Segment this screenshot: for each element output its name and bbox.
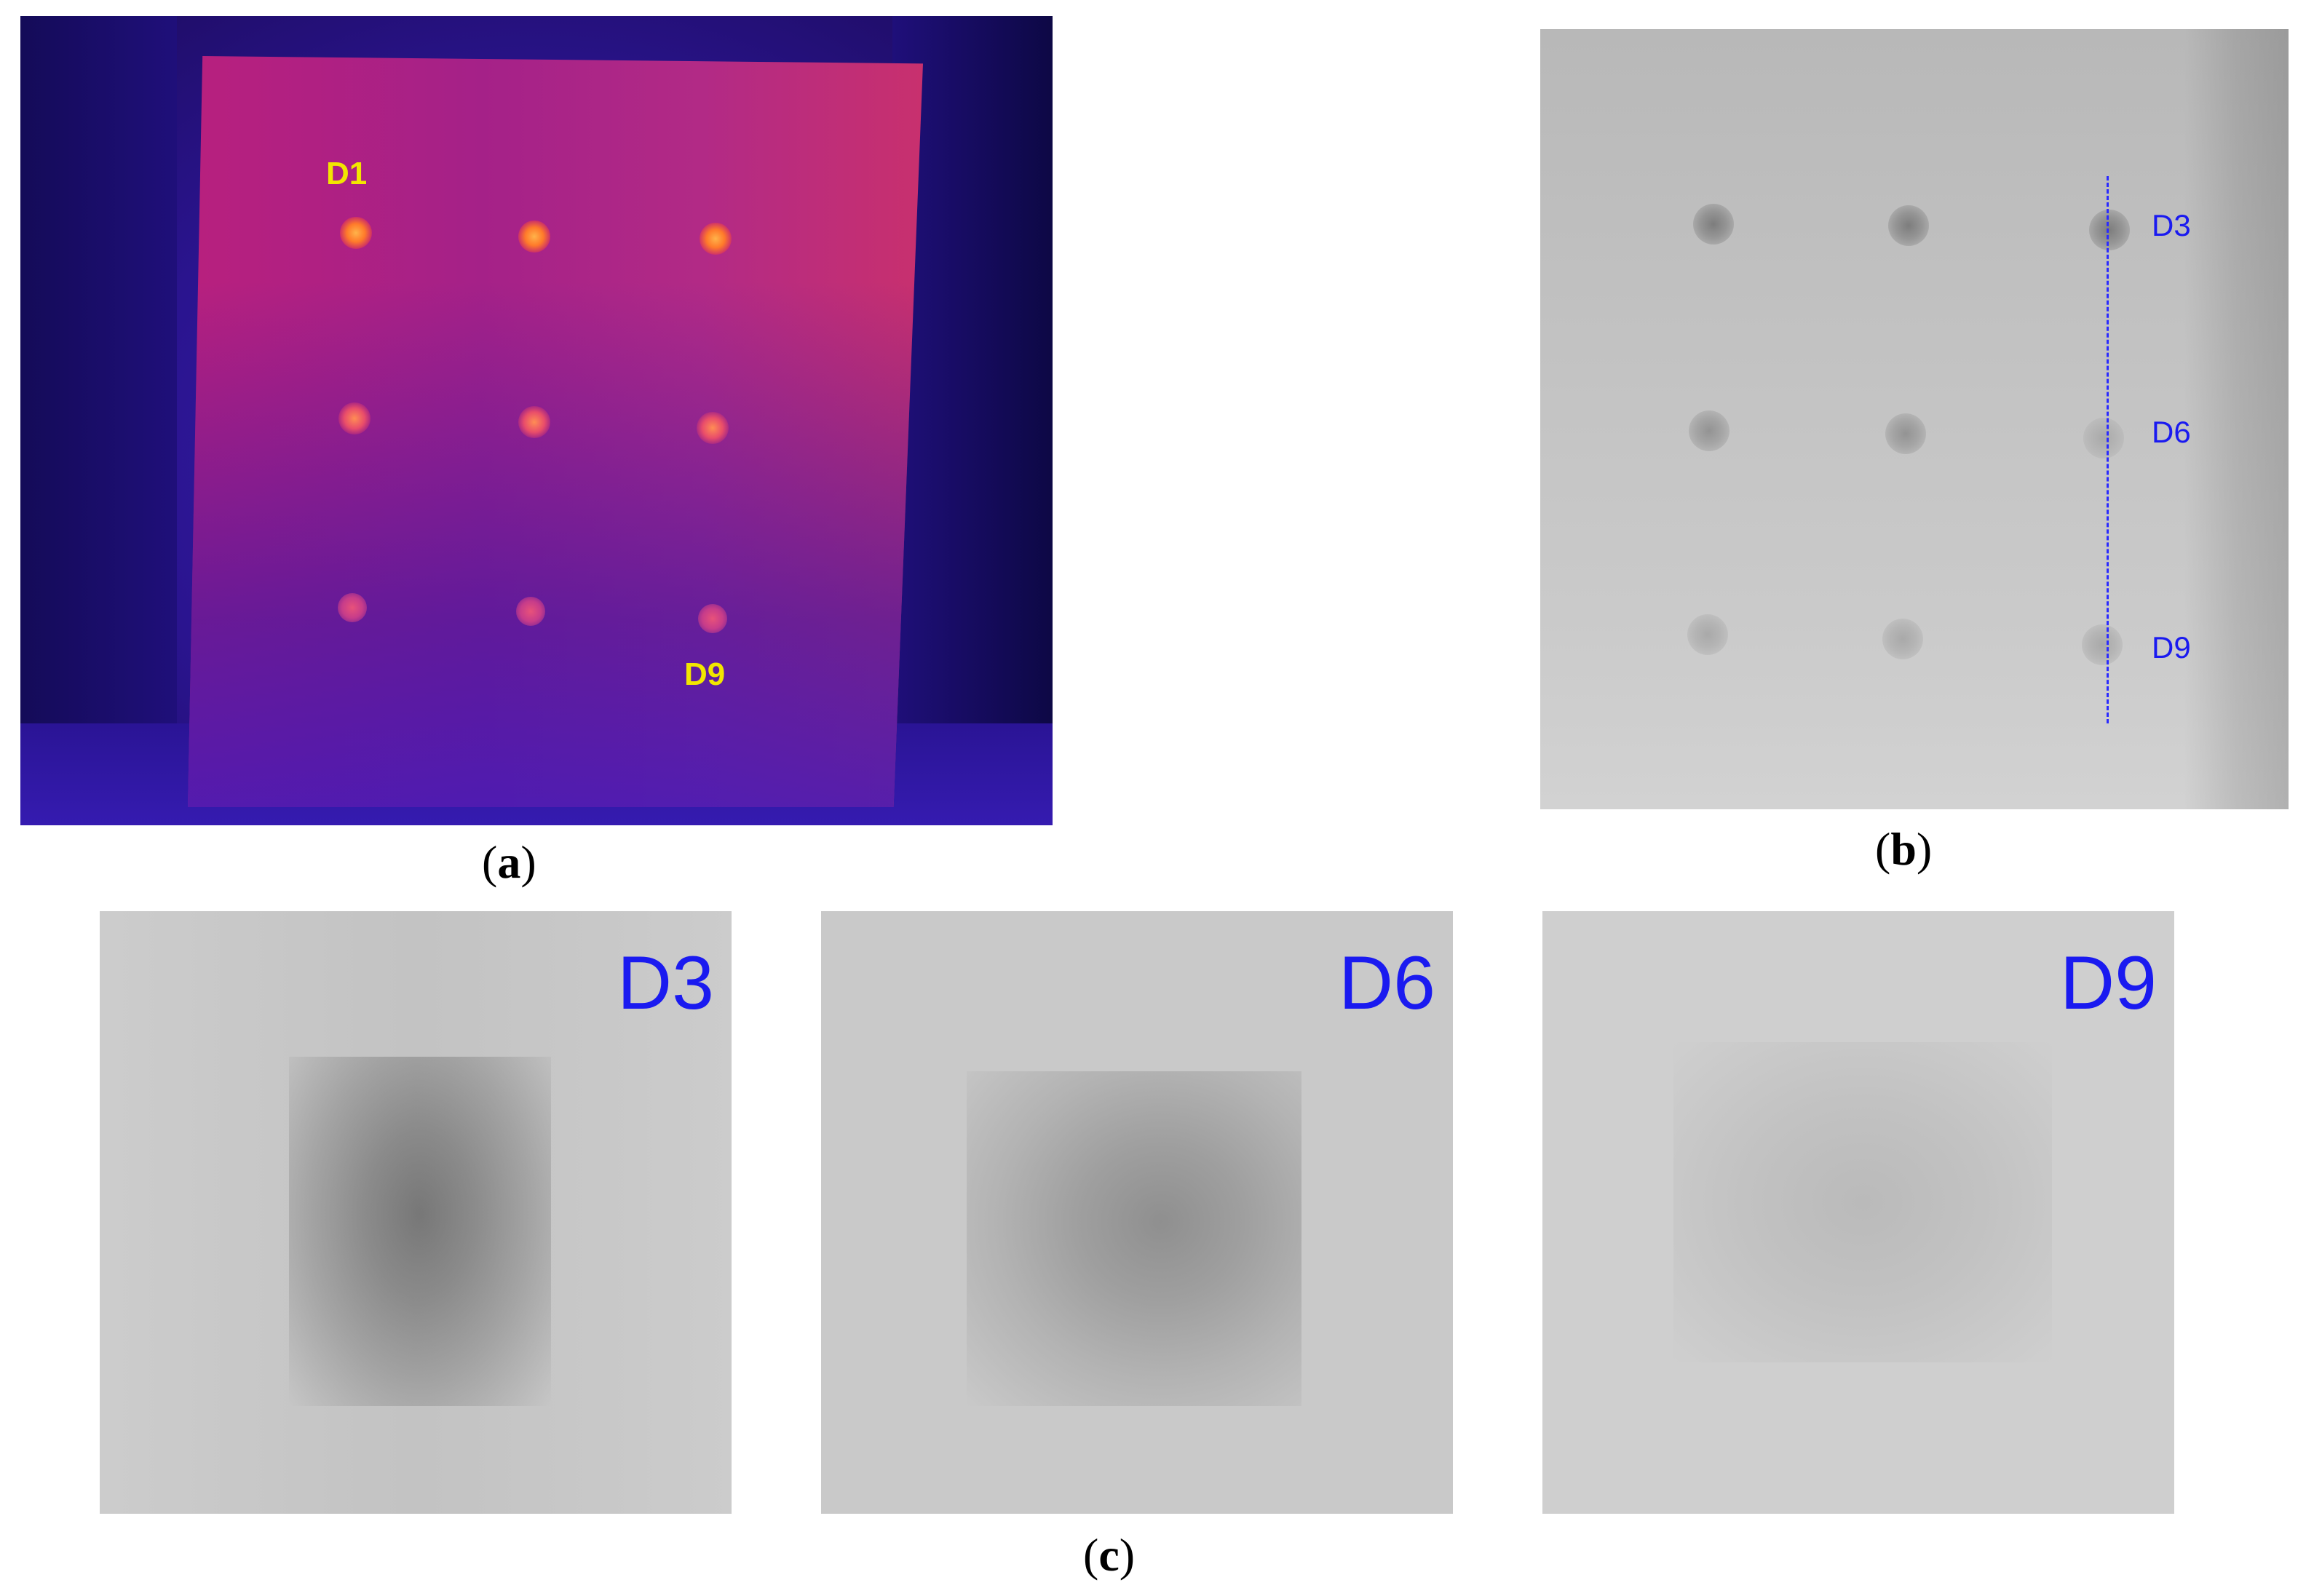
defect-hotspot-d5 [518,406,550,438]
defect-spot-d9 [2082,624,2123,665]
label-d3-zoom: D3 [617,941,714,1025]
defect-hotspot-d3 [700,223,732,255]
defect-blob-d6 [967,1071,1301,1406]
heated-plate [188,56,923,807]
zoom-patch-d6: D6 [821,911,1453,1514]
label-d3: D3 [2152,208,2191,242]
defect-blob-d9 [1673,1042,2052,1362]
noise-overlay [100,911,732,1514]
defect-hotspot-d2 [518,221,550,253]
thermal-dark-region-left [20,16,177,729]
label-d6: D6 [2152,415,2191,449]
caption-c: (c) [1083,1529,1136,1581]
label-d9: D9 [2152,630,2191,664]
zoom-patch-d3: D3 [100,911,732,1514]
defect-hotspot-d6 [697,412,729,444]
defect-blob-d3 [289,1057,551,1406]
label-d9: D9 [684,656,726,692]
defect-hotspot-d7 [338,593,367,622]
defect-spot-d4 [1689,410,1730,451]
defect-spot-d3 [2089,210,2130,250]
caption-b: (b) [1875,823,1933,875]
grayscale-image: D3 D6 D9 [1540,29,2289,809]
defect-hotspot-d8 [516,597,545,626]
zoom-patch-d9: D9 [1542,911,2174,1514]
label-d6-zoom: D6 [1339,941,1435,1025]
label-d1: D1 [326,156,368,191]
defect-hotspot-d1 [340,217,372,249]
defect-spot-d5 [1885,413,1926,454]
label-d9-zoom: D9 [2060,941,2157,1025]
defect-spot-d6 [2083,418,2124,458]
thermal-image: D1 D9 [20,16,1053,825]
caption-a: (a) [482,836,536,888]
defect-hotspot-d9 [698,604,727,633]
defect-spot-d2 [1888,205,1929,246]
defect-spot-d1 [1693,204,1734,245]
defect-spot-d8 [1882,619,1923,659]
dashed-profile-line [2107,176,2109,723]
defect-hotspot-d4 [338,402,371,434]
defect-spot-d7 [1687,614,1728,655]
